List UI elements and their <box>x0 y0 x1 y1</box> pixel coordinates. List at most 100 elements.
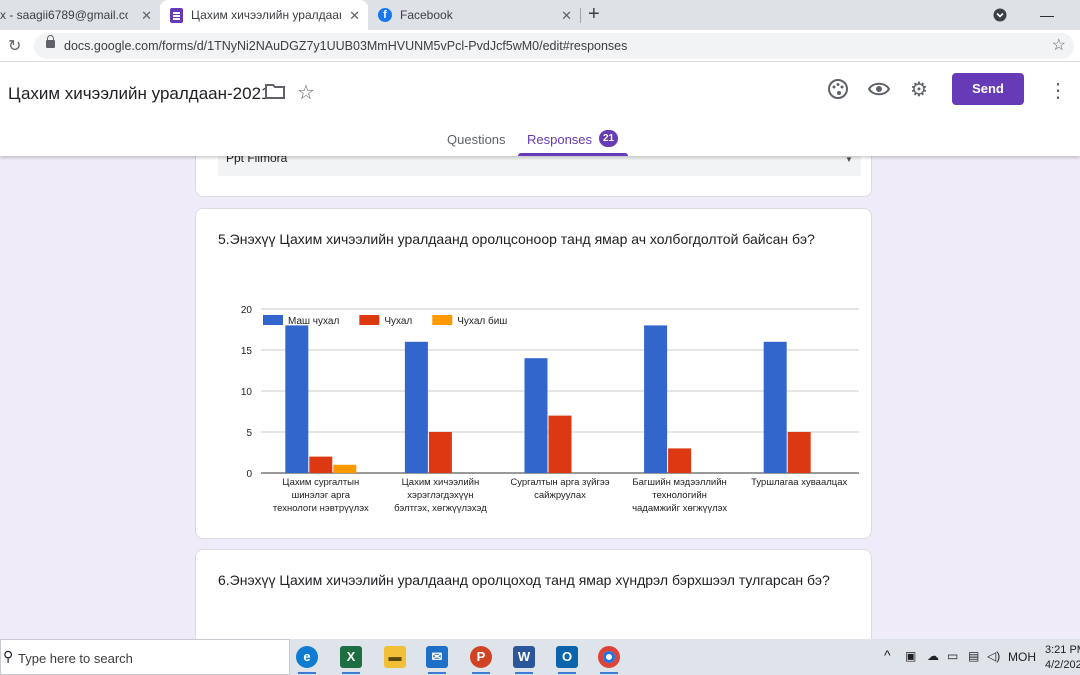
y-tick-label: 5 <box>246 428 252 439</box>
word-active-indicator <box>515 672 533 674</box>
y-tick-label: 20 <box>241 305 253 316</box>
tab-responses[interactable]: Responses <box>527 132 593 147</box>
forms-header: Цахим хичээлийн уралдаан-2021 ☆ ⚙ Send ⋮… <box>0 62 1080 156</box>
clock-date: 4/2/2021 <box>1045 659 1080 671</box>
bar <box>644 325 668 473</box>
close-tab-icon[interactable]: ✕ <box>561 8 572 23</box>
x-tick-label: хэрэглэгдэхүүн <box>407 490 473 501</box>
x-tick-label: чадамжийг хөгжүүлэх <box>632 503 727 514</box>
bar <box>333 464 357 473</box>
question-title: 6.Энэхүү Цахим хичээлийн уралдаанд оролц… <box>218 572 830 588</box>
language-indicator[interactable]: МОН <box>1008 650 1036 664</box>
chrome-icon[interactable] <box>598 646 620 668</box>
network-icon[interactable]: ▤ <box>968 649 980 663</box>
legend-label: Чухал биш <box>457 315 507 327</box>
bar <box>285 325 309 473</box>
scroll-down-arrow-icon[interactable]: ▼ <box>845 155 853 164</box>
bar <box>404 341 428 473</box>
new-tab-icon[interactable]: + <box>588 3 600 25</box>
edge-active-indicator <box>298 672 316 674</box>
question-card-6: 6.Энэхүү Цахим хичээлийн уралдаанд оролц… <box>195 549 872 649</box>
send-button[interactable]: Send <box>952 73 1024 105</box>
file-explorer-icon[interactable]: ▬ <box>384 646 406 668</box>
star-icon[interactable]: ☆ <box>297 82 315 104</box>
more-options-icon[interactable]: ⋮ <box>1048 80 1068 102</box>
chrome-active-indicator <box>600 672 618 674</box>
x-tick-label: сайжруулах <box>534 490 586 501</box>
address-bar: ↻ docs.google.com/forms/d/1TNyNi2NAuDGZ7… <box>0 30 1080 62</box>
onedrive-icon[interactable]: ☁ <box>927 649 939 663</box>
url-field[interactable]: docs.google.com/forms/d/1TNyNi2NAuDGZ7y1… <box>34 33 1074 59</box>
x-tick-label: шинэлэг арга <box>292 490 351 501</box>
preview-eye-icon[interactable] <box>867 78 891 106</box>
forms-icon <box>170 7 183 23</box>
tab-title: Facebook <box>400 8 453 22</box>
x-tick-label: технологийн <box>652 490 707 501</box>
url-text[interactable]: docs.google.com/forms/d/1TNyNi2NAuDGZ7y1… <box>64 39 628 53</box>
active-tab-underline <box>518 153 628 156</box>
legend-label: Маш чухал <box>288 316 339 327</box>
bar <box>309 456 333 473</box>
legend-swatch <box>359 315 380 325</box>
edge-icon[interactable]: e <box>296 646 318 668</box>
bookmark-star-icon[interactable]: ☆ <box>1051 37 1066 54</box>
facebook-icon: f <box>378 8 392 22</box>
browser-tab-strip: x - saagii6789@gmail.com - ✕ Цахим хичээ… <box>0 0 1080 30</box>
excel-active-indicator <box>342 672 360 674</box>
bar <box>524 358 548 473</box>
x-tick-label: Цахим хичээлийн <box>402 477 480 488</box>
search-icon: ⚲ <box>3 648 14 664</box>
bar <box>548 415 572 473</box>
responses-count-badge: 21 <box>599 130 618 147</box>
y-tick-label: 10 <box>241 387 253 398</box>
minimize-icon[interactable]: — <box>1040 7 1054 23</box>
bar-chart: 0 5 10 15 20 Цахим сургалтын шинэлэг арга техно… <box>241 305 859 514</box>
tab-search-icon[interactable] <box>993 0 1007 30</box>
question-title: 5.Энэхүү Цахим хичээлийн уралдаанд оролц… <box>218 231 815 247</box>
x-tick-label: технологи нэвтрүүлэх <box>273 503 369 514</box>
lock-icon[interactable] <box>46 35 55 48</box>
legend-swatch <box>432 315 453 325</box>
folder-icon[interactable] <box>265 82 285 105</box>
powerpoint-icon[interactable]: P <box>470 646 492 668</box>
excel-icon[interactable]: X <box>340 646 362 668</box>
tab-questions[interactable]: Questions <box>447 132 506 147</box>
legend-swatch <box>263 315 283 325</box>
powerpoint-active-indicator <box>472 672 490 674</box>
tab-separator <box>580 8 581 23</box>
mail-active-indicator <box>428 672 446 674</box>
tab-facebook[interactable]: f Facebook ✕ <box>370 0 580 30</box>
bar <box>763 341 787 473</box>
x-tick-label: Цахим сургалтын <box>282 477 359 488</box>
show-hidden-icons-chevron[interactable]: ^ <box>884 647 891 663</box>
volume-icon[interactable]: ◁) <box>987 649 1001 663</box>
search-placeholder: Type here to search <box>18 651 133 666</box>
form-title[interactable]: Цахим хичээлийн уралдаан-2021 <box>8 84 271 103</box>
tab-gmail[interactable]: x - saagii6789@gmail.com - ✕ <box>0 0 160 30</box>
settings-gear-icon[interactable]: ⚙ <box>910 79 928 101</box>
tab-title: Цахим хичээлийн уралдаан-202 <box>191 8 341 22</box>
question-card-5: 5.Энэхүү Цахим хичээлийн уралдаанд оролц… <box>195 208 872 539</box>
x-tick-label: бэлтгэх, хөгжүүлэхэд <box>394 503 487 514</box>
meet-now-icon[interactable]: ▣ <box>905 649 917 663</box>
mail-icon[interactable]: ✉ <box>426 646 448 668</box>
taskbar-clock[interactable]: 3:21 PM 4/2/2021 <box>1045 643 1080 673</box>
x-tick-label: Туршлагаа хуваалцах <box>751 477 847 488</box>
taskbar: ⚲ Type here to search e X ▬ ✉ P W O ^ ▣ … <box>0 639 1080 675</box>
close-tab-icon[interactable]: ✕ <box>141 8 152 23</box>
close-tab-icon[interactable]: ✕ <box>349 8 360 23</box>
tab-title: x - saagii6789@gmail.com - <box>0 8 128 22</box>
word-icon[interactable]: W <box>513 646 535 668</box>
tab-forms[interactable]: Цахим хичээлийн уралдаан-202 ✕ <box>160 0 368 30</box>
y-tick-label: 15 <box>241 346 253 357</box>
legend-label: Чухал <box>384 316 412 327</box>
battery-icon[interactable]: ▭ <box>947 649 959 663</box>
y-tick-label: 0 <box>246 469 252 480</box>
taskbar-search-box[interactable]: ⚲ Type here to search <box>0 639 290 675</box>
x-tick-label: Сургалтын арга зүйгээ <box>510 477 609 488</box>
bar <box>787 432 811 473</box>
palette-icon[interactable] <box>827 78 849 106</box>
reload-icon[interactable]: ↻ <box>8 38 22 55</box>
outlook-icon[interactable]: O <box>556 646 578 668</box>
x-tick-label: Багшийн мэдээллийн <box>632 477 726 488</box>
